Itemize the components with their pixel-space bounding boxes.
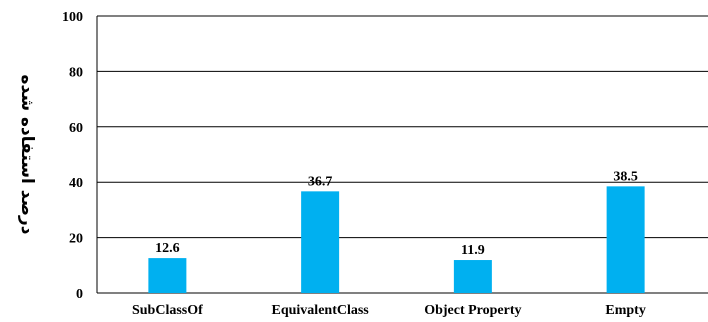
bar-subclassof — [148, 258, 187, 293]
axes — [96, 16, 708, 294]
data-label: 38.5 — [613, 169, 638, 184]
y-tick-labels: 0 20 40 60 80 100 — [62, 10, 83, 302]
bars — [148, 186, 645, 293]
x-tick-label: Empty — [605, 303, 645, 318]
y-tick-label: 0 — [76, 287, 83, 302]
data-label: 36.7 — [308, 174, 333, 189]
y-tick-label: 20 — [69, 232, 83, 247]
bar-empty — [606, 186, 645, 293]
y-tick-label: 40 — [69, 176, 83, 191]
bar-object-property — [453, 260, 492, 293]
y-tick-label: 60 — [69, 121, 83, 136]
bar-equivalentclass — [301, 191, 340, 293]
gridlines — [97, 15, 708, 239]
y-tick-label: 80 — [69, 65, 83, 80]
x-tick-labels: SubClassOf EquivalentClass Object Property… — [132, 303, 646, 318]
data-label: 11.9 — [461, 243, 485, 258]
y-tick-label: 100 — [62, 10, 83, 25]
x-tick-label: EquivalentClass — [272, 303, 370, 318]
y-axis-title: درصد استفاده شده — [17, 74, 37, 234]
x-tick-label: Object Property — [424, 303, 521, 318]
x-tick-label: SubClassOf — [132, 303, 203, 318]
data-labels: 12.6 36.7 11.9 38.5 — [155, 169, 638, 258]
data-label: 12.6 — [155, 241, 180, 256]
